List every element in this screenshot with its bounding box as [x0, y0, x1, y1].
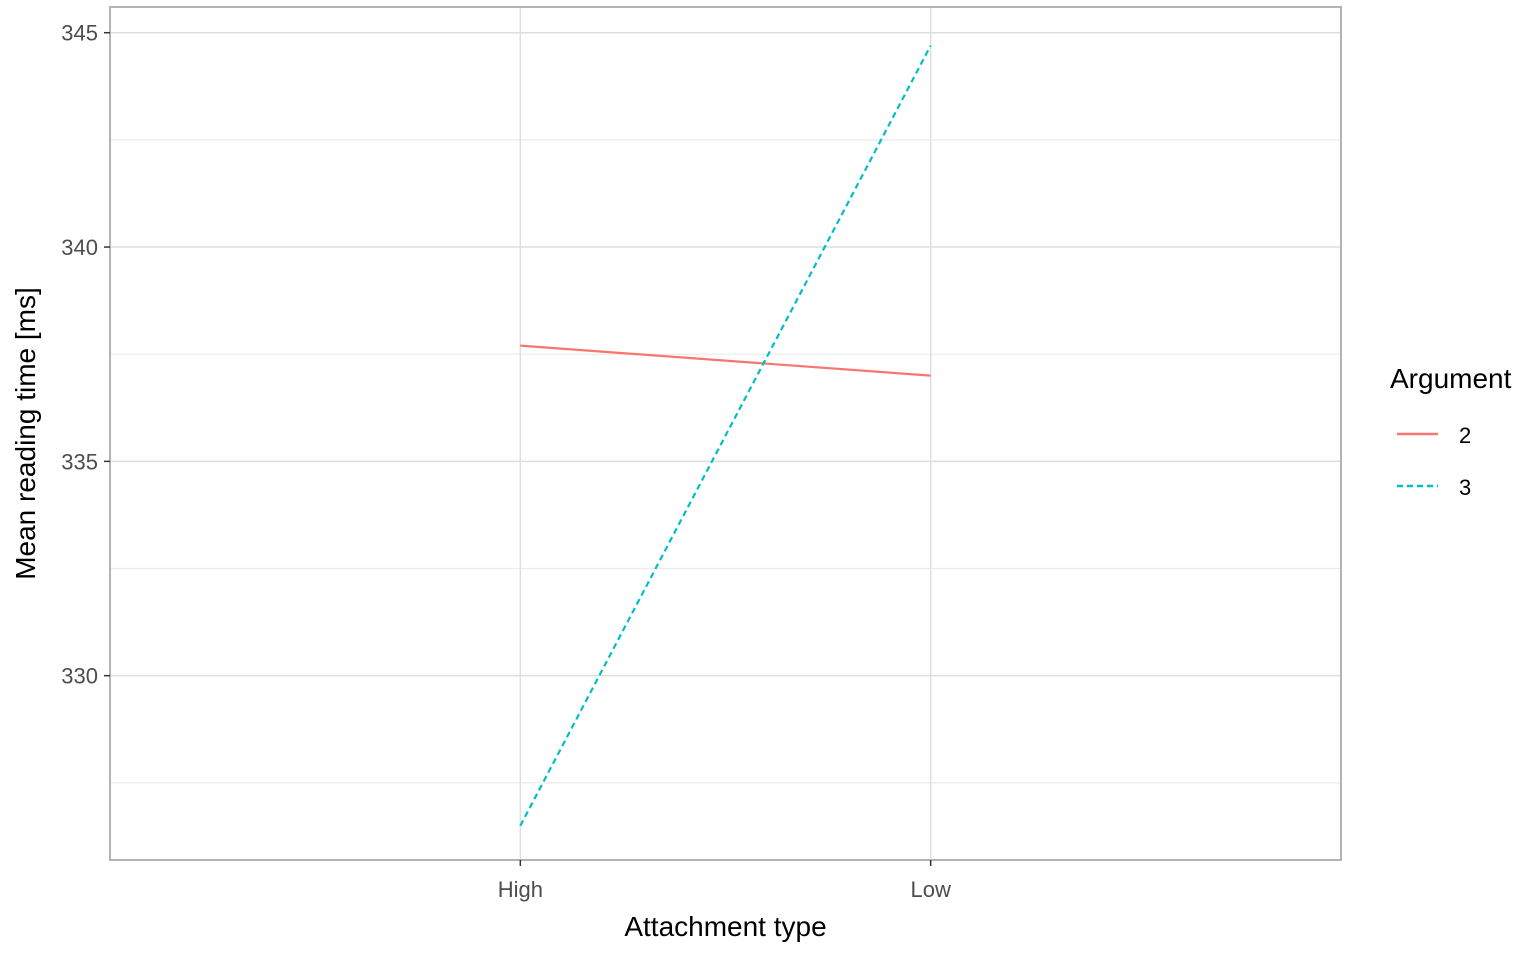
legend-title: Argument: [1390, 363, 1512, 394]
x-axis-ticks: High Low: [498, 860, 951, 902]
y-tick-label: 345: [61, 21, 98, 46]
y-tick-label: 340: [61, 235, 98, 260]
series-lines: [519, 45, 932, 827]
legend-label-3: 3: [1459, 475, 1471, 500]
y-axis-ticks: 330 335 340 345: [61, 21, 110, 689]
minor-gridlines: [110, 139, 1341, 784]
series-line-2: [520, 344, 931, 377]
plot-panel-border: [109, 6, 1342, 861]
y-tick-label: 335: [61, 449, 98, 474]
legend: Argument 23: [1390, 363, 1512, 500]
y-tick-label: 330: [61, 664, 98, 689]
major-gridlines: [110, 7, 1341, 860]
y-axis-title: Mean reading time [ms]: [10, 287, 41, 580]
x-axis-title: Attachment type: [624, 911, 826, 942]
legend-items: 23: [1397, 423, 1471, 500]
series-line-3: [519, 45, 932, 827]
x-tick-label: Low: [910, 877, 950, 902]
legend-label-2: 2: [1459, 423, 1471, 448]
x-tick-label: High: [498, 877, 543, 902]
